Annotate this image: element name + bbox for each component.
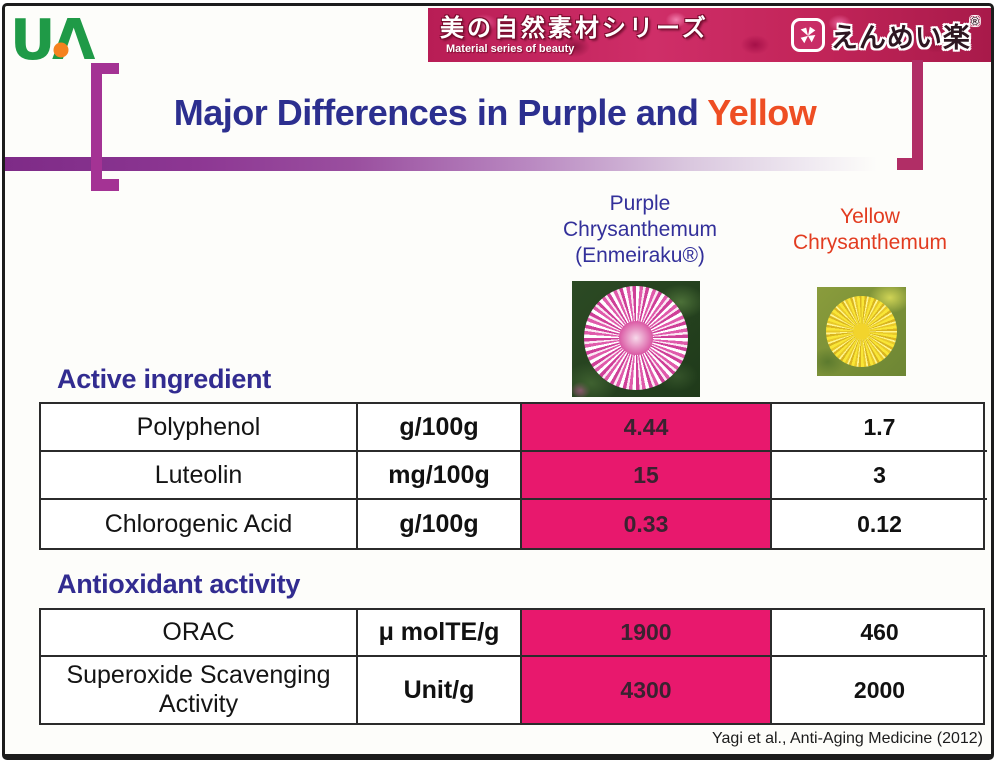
- ua-logo-icon: U Λ: [10, 8, 96, 73]
- series-banner: 美の自然素材シリーズ Material series of beauty えんめ…: [428, 8, 991, 62]
- citation: Yagi et al., Anti-Aging Medicine (2012): [712, 730, 983, 747]
- ingredient-name-cell: Chlorogenic Acid: [41, 500, 358, 548]
- svg-text:U: U: [12, 9, 55, 71]
- unit-cell: Unit/g: [358, 657, 522, 723]
- brand-name: えんめい楽®: [830, 15, 980, 53]
- slide-title: Major Differences in Purple and Yellow: [105, 92, 885, 134]
- registered-mark: ®: [970, 15, 980, 28]
- purple-flower-bloom: [584, 286, 688, 390]
- series-subtitle-en: Material series of beauty: [446, 42, 575, 55]
- active-ingredient-table: Polyphenol g/100g 4.44 1.7 Luteolin mg/1…: [39, 402, 987, 550]
- yellow-value-cell: 0.12: [857, 510, 902, 537]
- enmeiraku-flower-icon: [790, 18, 825, 52]
- logo-orange-dot: [53, 42, 69, 58]
- antioxidant-activity-heading: Antioxidant activity: [57, 569, 301, 599]
- yellow-chrysanthemum-photo: [817, 287, 906, 376]
- svg-text:Λ: Λ: [52, 9, 96, 71]
- title-left-bracket: [91, 63, 119, 191]
- purple-value-cell: 4.44: [522, 404, 772, 452]
- assay-name-cell: Superoxide Scavenging Activity: [41, 657, 358, 723]
- purple-value-cell: 0.33: [522, 500, 772, 548]
- unit-cell: mg/100g: [358, 452, 522, 500]
- purple-column-header: Purple Chrysanthemum (Enmeiraku®): [510, 191, 770, 269]
- yellow-value-cell: 1.7: [772, 404, 987, 452]
- brand-logo: えんめい楽®: [790, 15, 980, 55]
- yellow-header-line1: Yellow: [840, 205, 900, 228]
- yellow-header-line2: Chrysanthemum: [792, 231, 948, 254]
- purple-header-line1: Purple: [609, 192, 671, 215]
- ingredient-name-cell: Luteolin: [41, 452, 358, 500]
- purple-header-line3: (Enmeiraku®): [575, 244, 705, 267]
- series-banner-text: 美の自然素材シリーズ Material series of beauty: [440, 14, 709, 55]
- yellow-value-cell: 2000: [853, 676, 906, 703]
- antioxidant-activity-table: ORAC μ molTE/g 1900 460 Superoxide Scave…: [39, 608, 987, 725]
- purple-value-cell: 4300: [522, 657, 772, 723]
- series-title-jp: 美の自然素材シリーズ: [440, 14, 709, 42]
- unit-cell: g/100g: [358, 500, 522, 548]
- purple-value-cell: 15: [522, 452, 772, 500]
- unit-cell: g/100g: [358, 404, 522, 452]
- title-underline-bar: [5, 157, 877, 171]
- slide-title-main: Major Differences in Purple and: [173, 92, 708, 133]
- yellow-value-cell: 460: [772, 610, 987, 657]
- purple-header-line2: Chrysanthemum: [562, 218, 718, 241]
- yellow-flower-bloom: [826, 296, 897, 367]
- yellow-column-header: Yellow Chrysanthemum: [760, 204, 980, 256]
- title-right-bracket: [897, 60, 923, 170]
- slide-title-highlight: Yellow: [707, 92, 817, 133]
- assay-name-cell: ORAC: [41, 610, 358, 657]
- slide: U Λ 美の自然素材シリーズ Material series of beauty…: [2, 3, 994, 760]
- purple-value-cell: 1900: [522, 610, 772, 657]
- purple-chrysanthemum-photo: [572, 281, 700, 397]
- unit-cell: μ molTE/g: [358, 610, 522, 657]
- active-ingredient-heading: Active ingredient: [57, 364, 271, 394]
- ingredient-name-cell: Polyphenol: [41, 404, 358, 452]
- ua-company-logo: U Λ: [10, 8, 104, 73]
- yellow-value-cell: 3: [772, 452, 987, 500]
